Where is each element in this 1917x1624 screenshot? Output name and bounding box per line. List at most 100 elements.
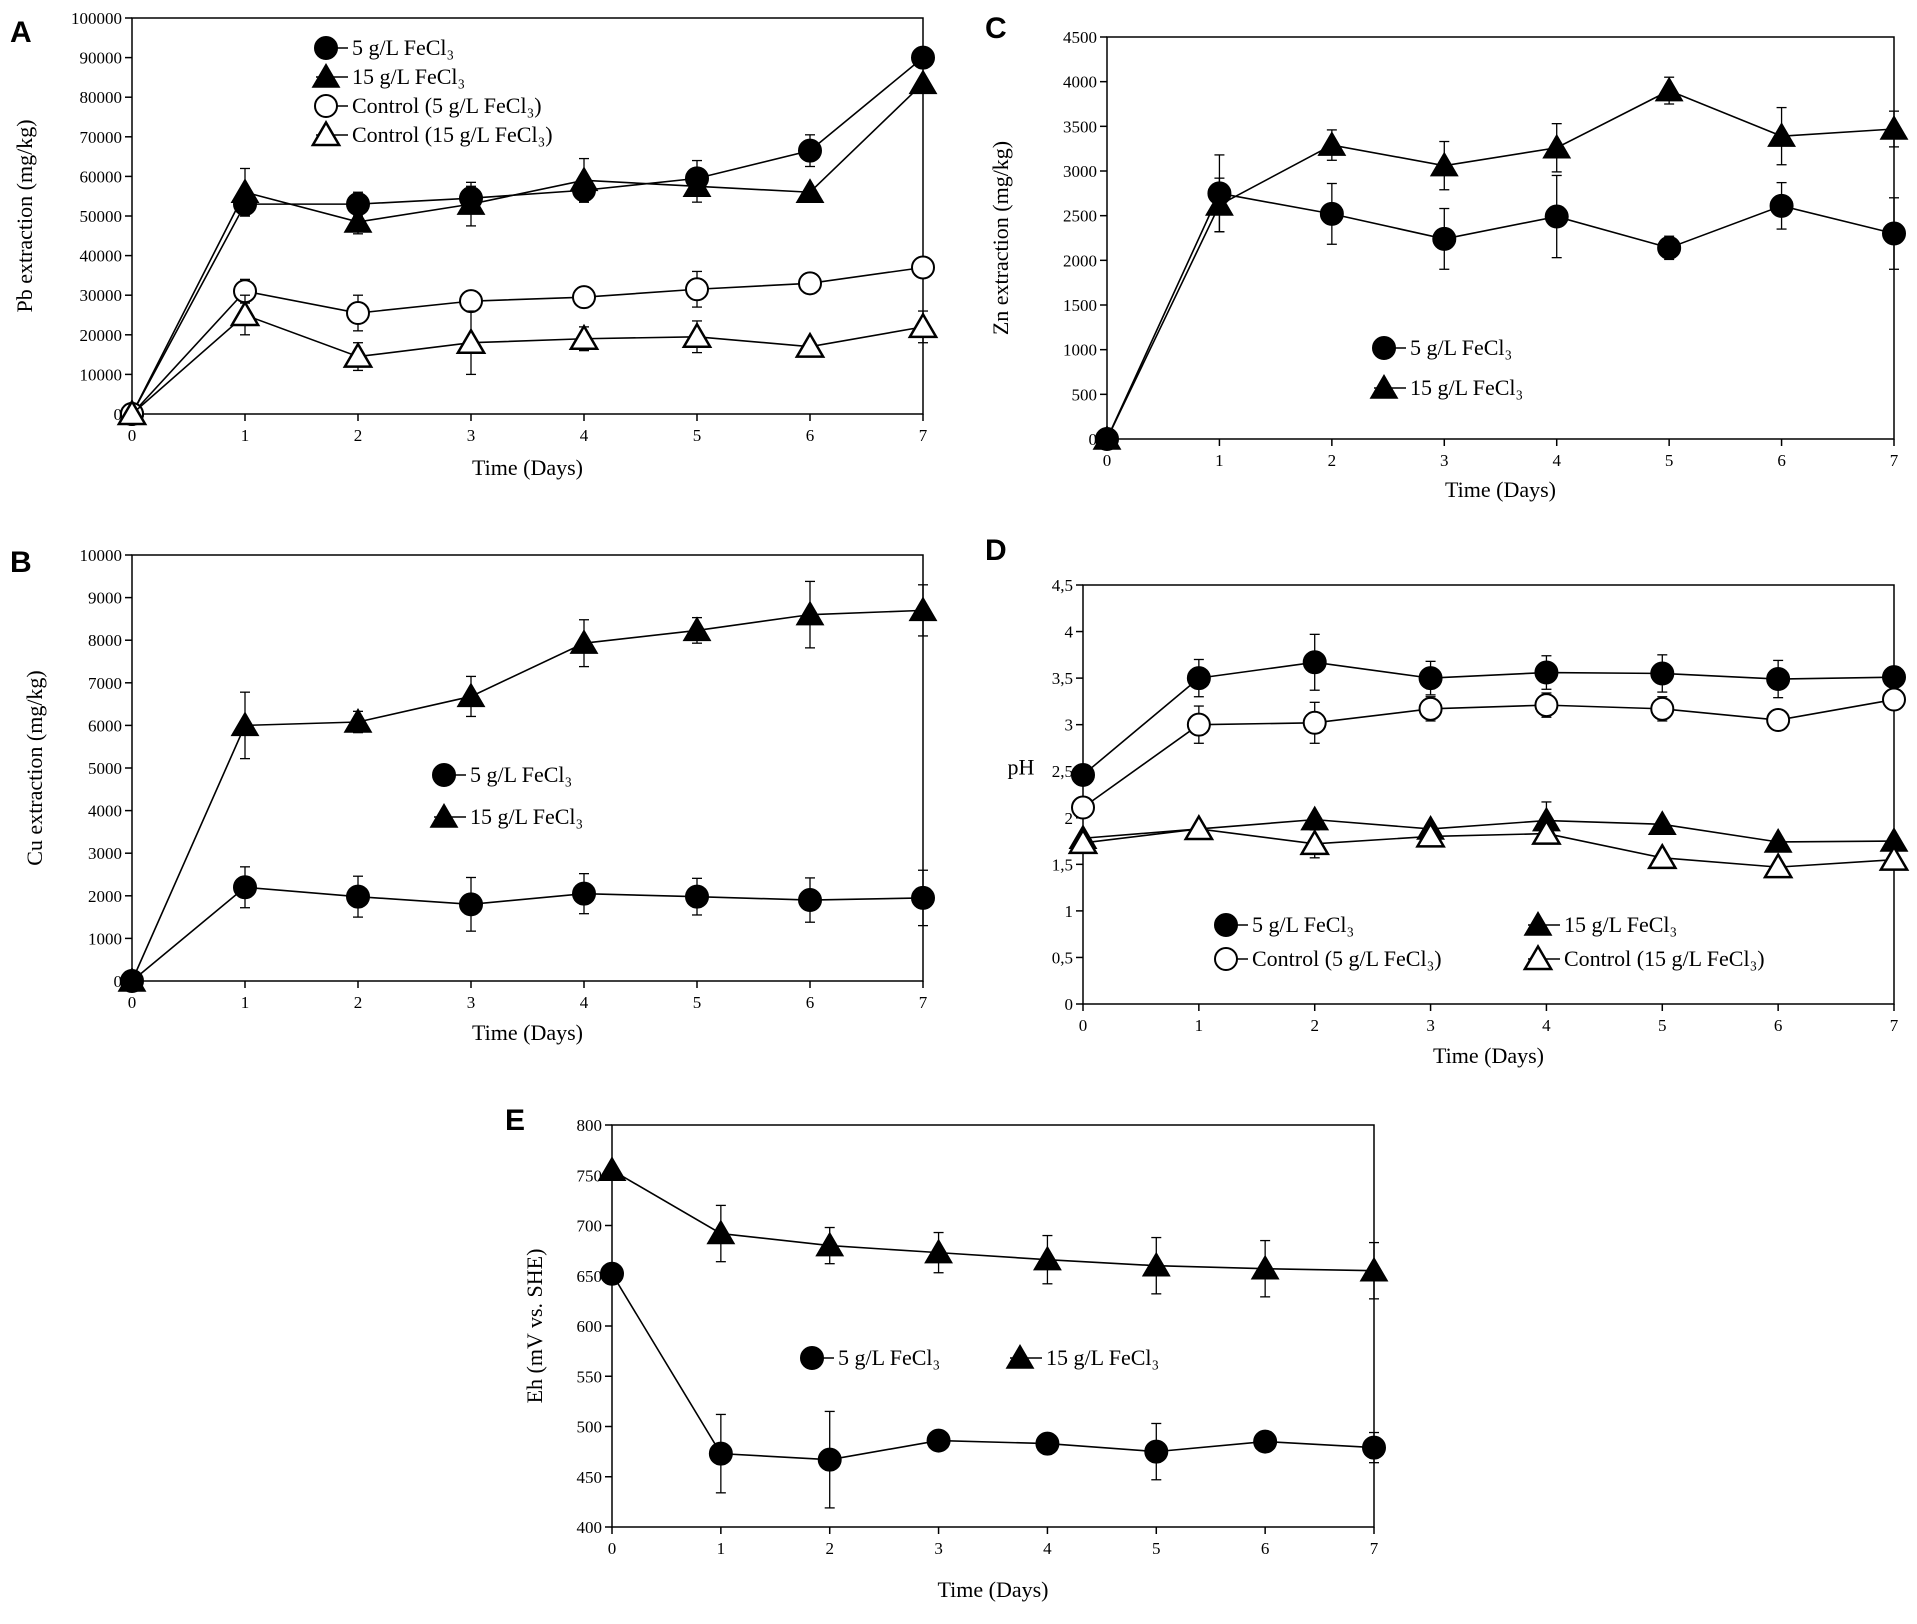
data-point <box>817 1447 842 1472</box>
y-tick-label: 4500 <box>1063 28 1097 47</box>
x-axis-label: Time (Days) <box>472 455 583 480</box>
data-point <box>459 289 483 314</box>
x-tick-label: 1 <box>241 993 250 1012</box>
legend-item: 15 g/L FeCl₃ <box>1369 374 1523 400</box>
x-tick-label: 4 <box>1552 451 1561 470</box>
x-tick-label: 0 <box>1079 1016 1088 1035</box>
series-1 <box>600 1261 1386 1509</box>
series-line <box>1082 698 1895 809</box>
data-point <box>794 331 826 358</box>
data-point <box>1647 810 1677 836</box>
y-axis-label: Pb extraction (mg/kg) <box>12 119 37 312</box>
data-point <box>572 285 596 310</box>
legend-marker <box>432 763 456 787</box>
legend-item: 5 g/L FeCl₃ <box>314 35 454 60</box>
series-line <box>131 609 924 982</box>
data-point <box>1418 666 1443 691</box>
y-axis-label: Eh (mV vs. SHE) <box>522 1249 547 1404</box>
x-axis-label: Time (Days) <box>1433 1043 1544 1068</box>
data-point <box>1415 821 1446 848</box>
data-point <box>682 616 712 642</box>
y-tick-label: 7000 <box>88 674 122 693</box>
y-tick-label: 3000 <box>88 844 122 863</box>
legend-marker <box>311 63 341 88</box>
series-4 <box>116 294 939 426</box>
data-point <box>346 884 370 909</box>
legend-item: Control (15 g/L FeCl₃) <box>1522 944 1765 971</box>
legend-item: 5 g/L FeCl₃ <box>432 762 572 787</box>
y-tick-label: 0 <box>114 405 123 424</box>
x-tick-label: 0 <box>128 993 137 1012</box>
data-point <box>1878 844 1910 871</box>
x-tick-label: 3 <box>467 993 476 1012</box>
chart-panel-b: B010002000300040005000600070008000900010… <box>10 546 938 1045</box>
x-tick-label: 7 <box>1890 1016 1899 1035</box>
data-point <box>1769 193 1794 218</box>
legend-label: 15 g/L FeCl₃ <box>352 64 465 89</box>
data-point <box>117 967 147 992</box>
data-point <box>1362 1435 1386 1460</box>
x-tick-label: 7 <box>919 426 928 445</box>
x-tick-label: 6 <box>1774 1016 1783 1035</box>
legend-item: Control (5 g/L FeCl₃) <box>314 93 542 118</box>
y-tick-label: 0 <box>1065 995 1074 1014</box>
data-point <box>682 172 712 198</box>
legend-item: 15 g/L FeCl₃ <box>1005 1344 1159 1370</box>
legend-marker <box>1005 1344 1035 1369</box>
data-point <box>706 1219 736 1245</box>
x-axis-label: Time (Days) <box>472 1020 583 1045</box>
y-tick-label: 550 <box>577 1367 603 1386</box>
data-point <box>343 207 373 233</box>
data-point <box>1299 828 1331 856</box>
x-tick-label: 1 <box>1215 451 1224 470</box>
x-tick-label: 6 <box>806 993 815 1012</box>
x-tick-label: 1 <box>241 426 250 445</box>
data-point <box>1763 827 1793 853</box>
data-point <box>342 341 374 368</box>
chart-panel-d: D 0 0,5 1 1,5 2 2,5 3 3,5 4 4,5 0 1 2 3 4 5 6 7 Time (Days)… <box>985 534 1910 1068</box>
data-point <box>1879 115 1909 140</box>
data-point <box>1534 693 1559 718</box>
y-tick-label: 4000 <box>88 802 122 821</box>
x-tick-label: 6 <box>1261 1539 1270 1558</box>
series-2 <box>117 580 938 992</box>
plot-frame <box>1082 584 1895 1005</box>
series-line <box>131 266 924 415</box>
data-point <box>1035 1431 1060 1456</box>
data-point <box>1531 818 1562 845</box>
x-tick-label: 2 <box>354 426 363 445</box>
y-tick-label: 5000 <box>88 759 122 778</box>
x-axis-label: Time (Days) <box>1445 477 1556 502</box>
x-tick-label: 6 <box>806 426 815 445</box>
legend-marker <box>429 803 459 828</box>
x-tick-label: 5 <box>1665 451 1674 470</box>
y-tick-label: 3,5 <box>1052 669 1073 688</box>
series-2 <box>117 69 938 425</box>
data-point <box>795 600 825 626</box>
x-tick-label: 7 <box>1890 451 1899 470</box>
y-tick-label: 60000 <box>80 167 123 186</box>
data-point <box>597 1156 627 1181</box>
legend-marker <box>1214 913 1238 937</box>
data-point <box>815 1231 845 1257</box>
data-point <box>1067 827 1099 855</box>
data-point <box>926 1428 951 1453</box>
data-point <box>1032 1245 1062 1271</box>
legend: 5 g/L FeCl₃ 15 g/L FeCl₃ Control (5 g/L Fe… <box>310 35 553 147</box>
data-point <box>1302 710 1327 735</box>
legend-label: 15 g/L FeCl₃ <box>470 804 583 829</box>
y-tick-label: 30000 <box>80 286 123 305</box>
y-tick-label: 6000 <box>88 716 122 735</box>
series-line <box>1106 192 1895 440</box>
legend-marker <box>314 94 338 118</box>
y-tick-label: 4,5 <box>1052 576 1073 595</box>
y-tick-label: 1000 <box>1063 341 1097 360</box>
x-tick-label: 4 <box>1043 1539 1052 1558</box>
data-point <box>233 875 257 900</box>
panel-letter: D <box>985 534 1007 567</box>
x-tick-label: 0 <box>608 1539 617 1558</box>
series-line <box>611 1169 1375 1272</box>
data-point <box>1646 842 1678 870</box>
data-point <box>1071 762 1095 787</box>
y-tick-label: 750 <box>577 1166 603 1185</box>
